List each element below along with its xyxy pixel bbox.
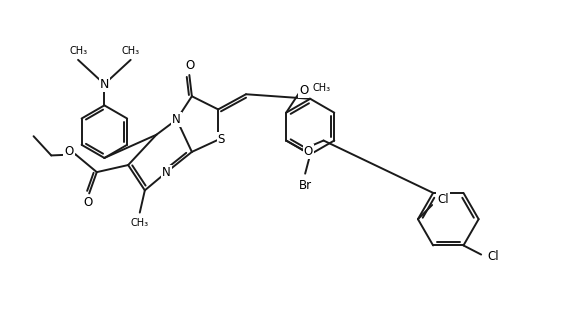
Text: CH₃: CH₃ [69, 46, 87, 56]
Text: O: O [304, 145, 313, 158]
Text: S: S [217, 133, 225, 146]
Text: Cl: Cl [487, 250, 498, 263]
Text: O: O [299, 84, 308, 98]
Text: CH₃: CH₃ [131, 218, 149, 228]
Text: N: N [162, 166, 171, 179]
Text: CH₃: CH₃ [312, 83, 331, 93]
Text: N: N [100, 78, 109, 90]
Text: N: N [173, 113, 181, 126]
Text: Br: Br [298, 179, 312, 192]
Text: O: O [186, 60, 195, 72]
Text: O: O [64, 146, 73, 158]
Text: O: O [83, 196, 93, 209]
Text: CH₃: CH₃ [122, 46, 140, 56]
Text: Cl: Cl [437, 194, 449, 206]
